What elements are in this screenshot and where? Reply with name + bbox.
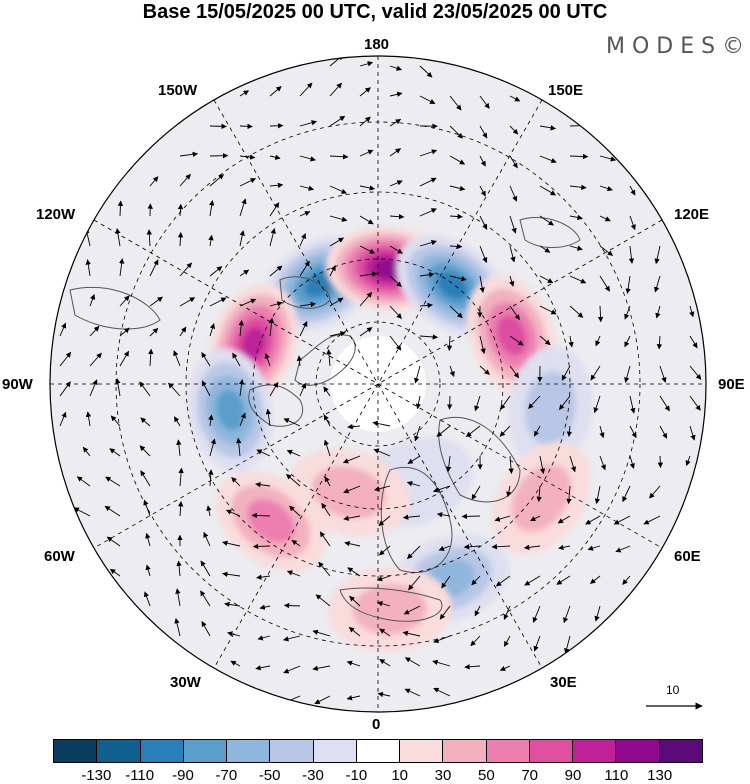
colorbar-tick-label: 90: [565, 767, 582, 784]
lon-label-90e: 90E: [718, 376, 745, 393]
colorbar: [53, 739, 703, 763]
colorbar-tick-label: 70: [521, 767, 538, 784]
colorbar-segment: [400, 740, 443, 762]
wind-arrow: [253, 546, 270, 547]
lon-label-120e: 120E: [674, 206, 709, 223]
lon-label-150w: 150W: [158, 82, 197, 99]
colorbar-segment: [660, 740, 702, 762]
lon-label-180: 180: [364, 36, 389, 53]
colorbar-segment: [184, 740, 227, 762]
colorbar-tick-label: 50: [478, 767, 495, 784]
colorbar-tick-label: 110: [604, 767, 628, 784]
colorbar-segment: [314, 740, 357, 762]
lon-label-0: 0: [372, 716, 380, 733]
colorbar-segment: [530, 740, 573, 762]
lon-label-60e: 60E: [674, 548, 701, 565]
colorbar-tick-label: -90: [172, 767, 194, 784]
colorbar-tick-label: -130: [81, 767, 111, 784]
colorbar-tick-label: 130: [647, 767, 672, 784]
wind-arrow: [660, 456, 661, 467]
lon-label-60w: 60W: [44, 548, 75, 565]
lon-label-90w: 90W: [2, 376, 33, 393]
colorbar-segment: [54, 740, 97, 762]
colorbar-tick-label: -70: [215, 767, 237, 784]
colorbar-segment: [357, 740, 400, 762]
colorbar-segment: [270, 740, 313, 762]
colorbar-tick-label: -110: [125, 767, 154, 784]
lon-label-120w: 120W: [36, 206, 75, 223]
colorbar-segment: [97, 740, 140, 762]
colorbar-segment: [141, 740, 184, 762]
colorbar-segment: [227, 740, 270, 762]
colorbar-segment: [487, 740, 530, 762]
lon-label-30e: 30E: [550, 674, 577, 691]
colorbar-tick-label: 10: [391, 767, 408, 784]
wind-arrow: [284, 605, 300, 606]
reference-vector-label: 10: [666, 683, 679, 697]
lon-label-30w: 30W: [170, 674, 201, 691]
wind-arrow: [240, 126, 252, 127]
wind-arrow: [570, 125, 588, 126]
colorbar-tick-label: -30: [302, 767, 324, 784]
lon-label-150e: 150E: [548, 82, 583, 99]
colorbar-tick-label: 30: [435, 767, 452, 784]
colorbar-segment: [443, 740, 486, 762]
colorbar-segment: [573, 740, 616, 762]
colorbar-tick-label: -10: [345, 767, 367, 784]
wind-arrow: [462, 516, 480, 517]
colorbar-tick-label: -50: [259, 767, 281, 784]
colorbar-segment: [616, 740, 659, 762]
wind-arrow: [210, 126, 226, 127]
